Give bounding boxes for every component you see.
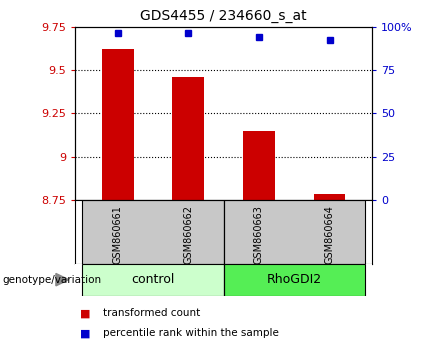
Bar bbox=[224, 200, 365, 264]
Bar bbox=[313, 194, 345, 200]
Text: genotype/variation: genotype/variation bbox=[2, 275, 101, 285]
Bar bbox=[102, 49, 134, 200]
Text: control: control bbox=[131, 273, 175, 286]
Bar bbox=[224, 264, 365, 296]
Text: ■: ■ bbox=[80, 329, 90, 338]
Text: ■: ■ bbox=[80, 308, 90, 318]
Title: GDS4455 / 234660_s_at: GDS4455 / 234660_s_at bbox=[140, 9, 307, 23]
Bar bbox=[172, 77, 204, 200]
Bar bbox=[82, 264, 224, 296]
Bar bbox=[82, 200, 224, 264]
Text: GSM860663: GSM860663 bbox=[254, 205, 264, 264]
Text: RhoGDI2: RhoGDI2 bbox=[267, 273, 322, 286]
Bar bbox=[243, 131, 275, 200]
Text: percentile rank within the sample: percentile rank within the sample bbox=[103, 329, 279, 338]
Text: GSM860664: GSM860664 bbox=[325, 205, 335, 264]
Text: GSM860661: GSM860661 bbox=[113, 205, 123, 264]
Text: GSM860662: GSM860662 bbox=[183, 205, 193, 264]
Text: transformed count: transformed count bbox=[103, 308, 200, 318]
